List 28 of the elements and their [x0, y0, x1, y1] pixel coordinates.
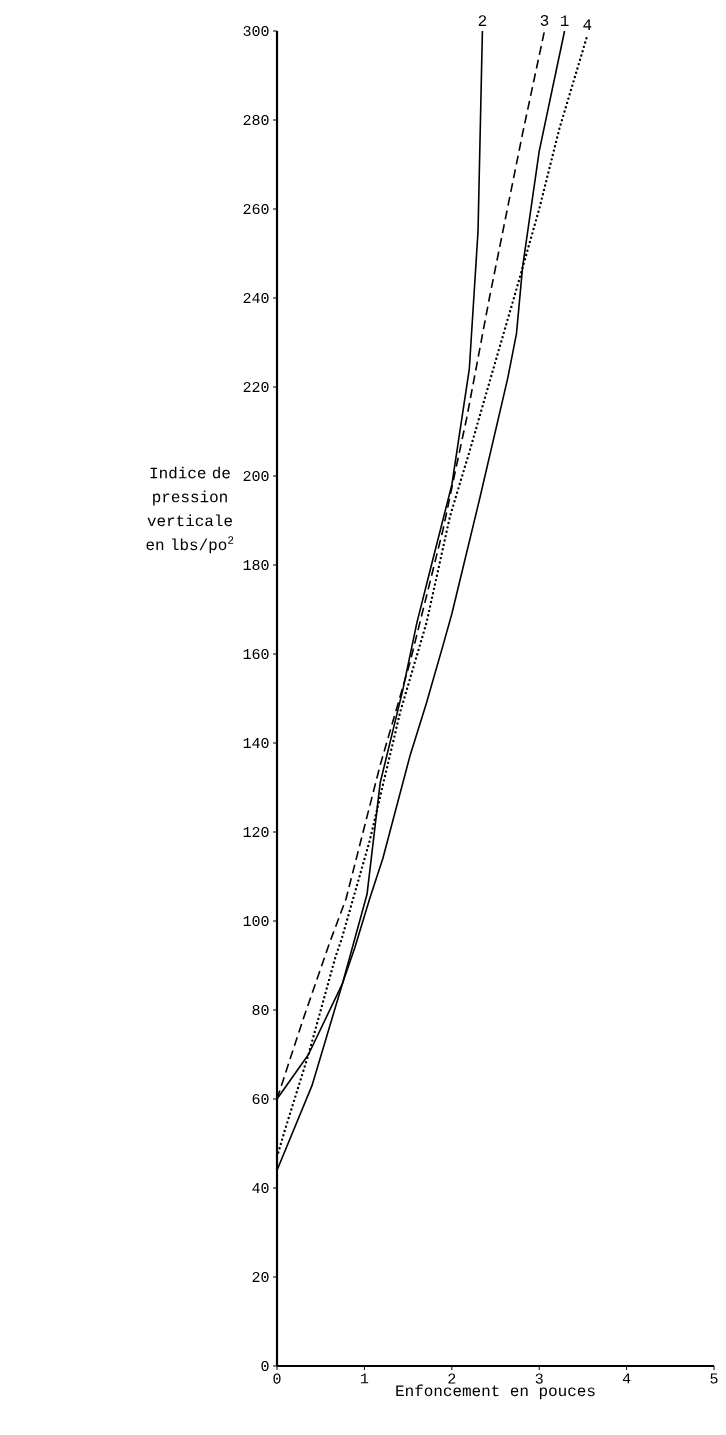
y-tick-label: 0	[261, 1360, 269, 1372]
y-tick-label: 100	[243, 915, 269, 927]
y-tick-label: 200	[243, 470, 269, 482]
series-label: 3	[540, 15, 549, 26]
y-tick-label: 180	[243, 559, 269, 571]
y-tick-label: 240	[243, 292, 269, 304]
x-tick-label: 5	[710, 1373, 718, 1384]
x-tick-label: 0	[273, 1373, 281, 1384]
series-label: 1	[560, 15, 569, 26]
series-label: 4	[583, 19, 592, 30]
y-tick-label: 20	[252, 1271, 269, 1283]
x-tick-label: 3	[535, 1373, 543, 1384]
y-axis-title: Indice de pression verticale en lbs/po$^{2}$	[146, 466, 234, 554]
y-tick-label: 160	[243, 648, 269, 660]
y-tick-label: 120	[243, 826, 269, 838]
y-tick-label: 260	[243, 203, 269, 215]
y-tick-label: 300	[243, 25, 269, 37]
y-tick-label: 140	[243, 737, 269, 749]
x-tick-label: 4	[622, 1373, 631, 1384]
y-tick-label: 60	[252, 1093, 269, 1105]
y-tick-label: 80	[252, 1004, 269, 1016]
y-tick-label: 280	[243, 114, 269, 126]
x-tick-label: 1	[361, 1373, 369, 1384]
series-label: 2	[478, 15, 487, 26]
y-tick-label: 40	[252, 1182, 269, 1194]
x-axis-title: Enfoncement en pouces	[396, 1384, 595, 1400]
y-tick-label: 220	[243, 381, 269, 393]
x-tick-label: 2	[448, 1373, 456, 1384]
